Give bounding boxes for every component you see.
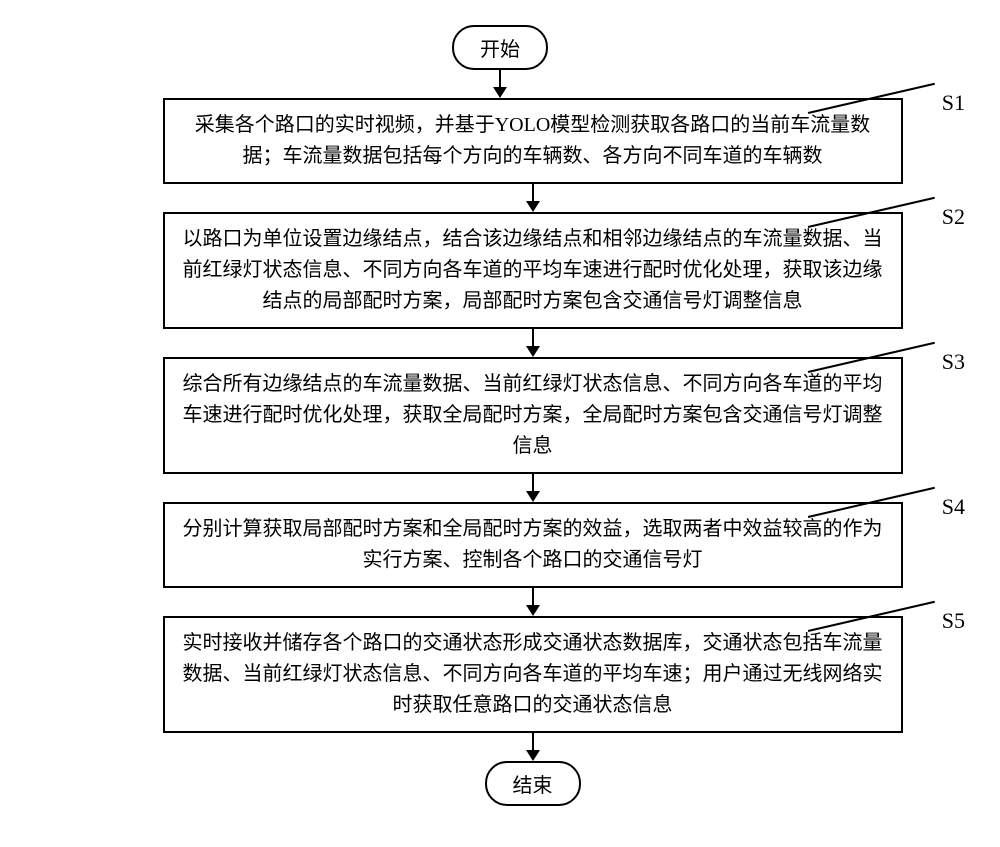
process-s3: 综合所有边缘结点的车流量数据、当前红绿灯状态信息、不同方向各车道的平均车速进行配… [163, 357, 903, 474]
arrow [526, 733, 540, 761]
step-label: S4 [942, 494, 965, 520]
process-s4: 分别计算获取局部配时方案和全局配时方案的效益，选取两者中效益较高的作为实行方案、… [163, 502, 903, 588]
step-label: S1 [942, 90, 965, 116]
step-s1-row: 采集各个路口的实时视频，并基于YOLO模型检测获取各路口的当前车流量数据；车流量… [0, 98, 1000, 184]
step-s3-row: 综合所有边缘结点的车流量数据、当前红绿灯状态信息、不同方向各车道的平均车速进行配… [0, 357, 1000, 474]
arrow [526, 588, 540, 616]
arrow [526, 184, 540, 212]
flowchart: 开始 采集各个路口的实时视频，并基于YOLO模型检测获取各路口的当前车流量数据；… [0, 25, 1000, 806]
process-s2: 以路口为单位设置边缘结点，结合该边缘结点和相邻边缘结点的车流量数据、当前红绿灯状… [163, 212, 903, 329]
step-s5-row: 实时接收并储存各个路口的交通状态形成交通状态数据库，交通状态包括车流量数据、当前… [0, 616, 1000, 733]
step-label: S2 [942, 204, 965, 230]
step-label: S3 [942, 349, 965, 375]
process-s5: 实时接收并储存各个路口的交通状态形成交通状态数据库，交通状态包括车流量数据、当前… [163, 616, 903, 733]
step-label: S5 [942, 608, 965, 634]
step-s2-row: 以路口为单位设置边缘结点，结合该边缘结点和相邻边缘结点的车流量数据、当前红绿灯状… [0, 212, 1000, 329]
process-s1: 采集各个路口的实时视频，并基于YOLO模型检测获取各路口的当前车流量数据；车流量… [163, 98, 903, 184]
step-s4-row: 分别计算获取局部配时方案和全局配时方案的效益，选取两者中效益较高的作为实行方案、… [0, 502, 1000, 588]
start-terminal: 开始 [452, 25, 548, 70]
arrow [493, 70, 507, 98]
arrow [526, 329, 540, 357]
arrow [526, 474, 540, 502]
end-terminal: 结束 [485, 761, 581, 806]
